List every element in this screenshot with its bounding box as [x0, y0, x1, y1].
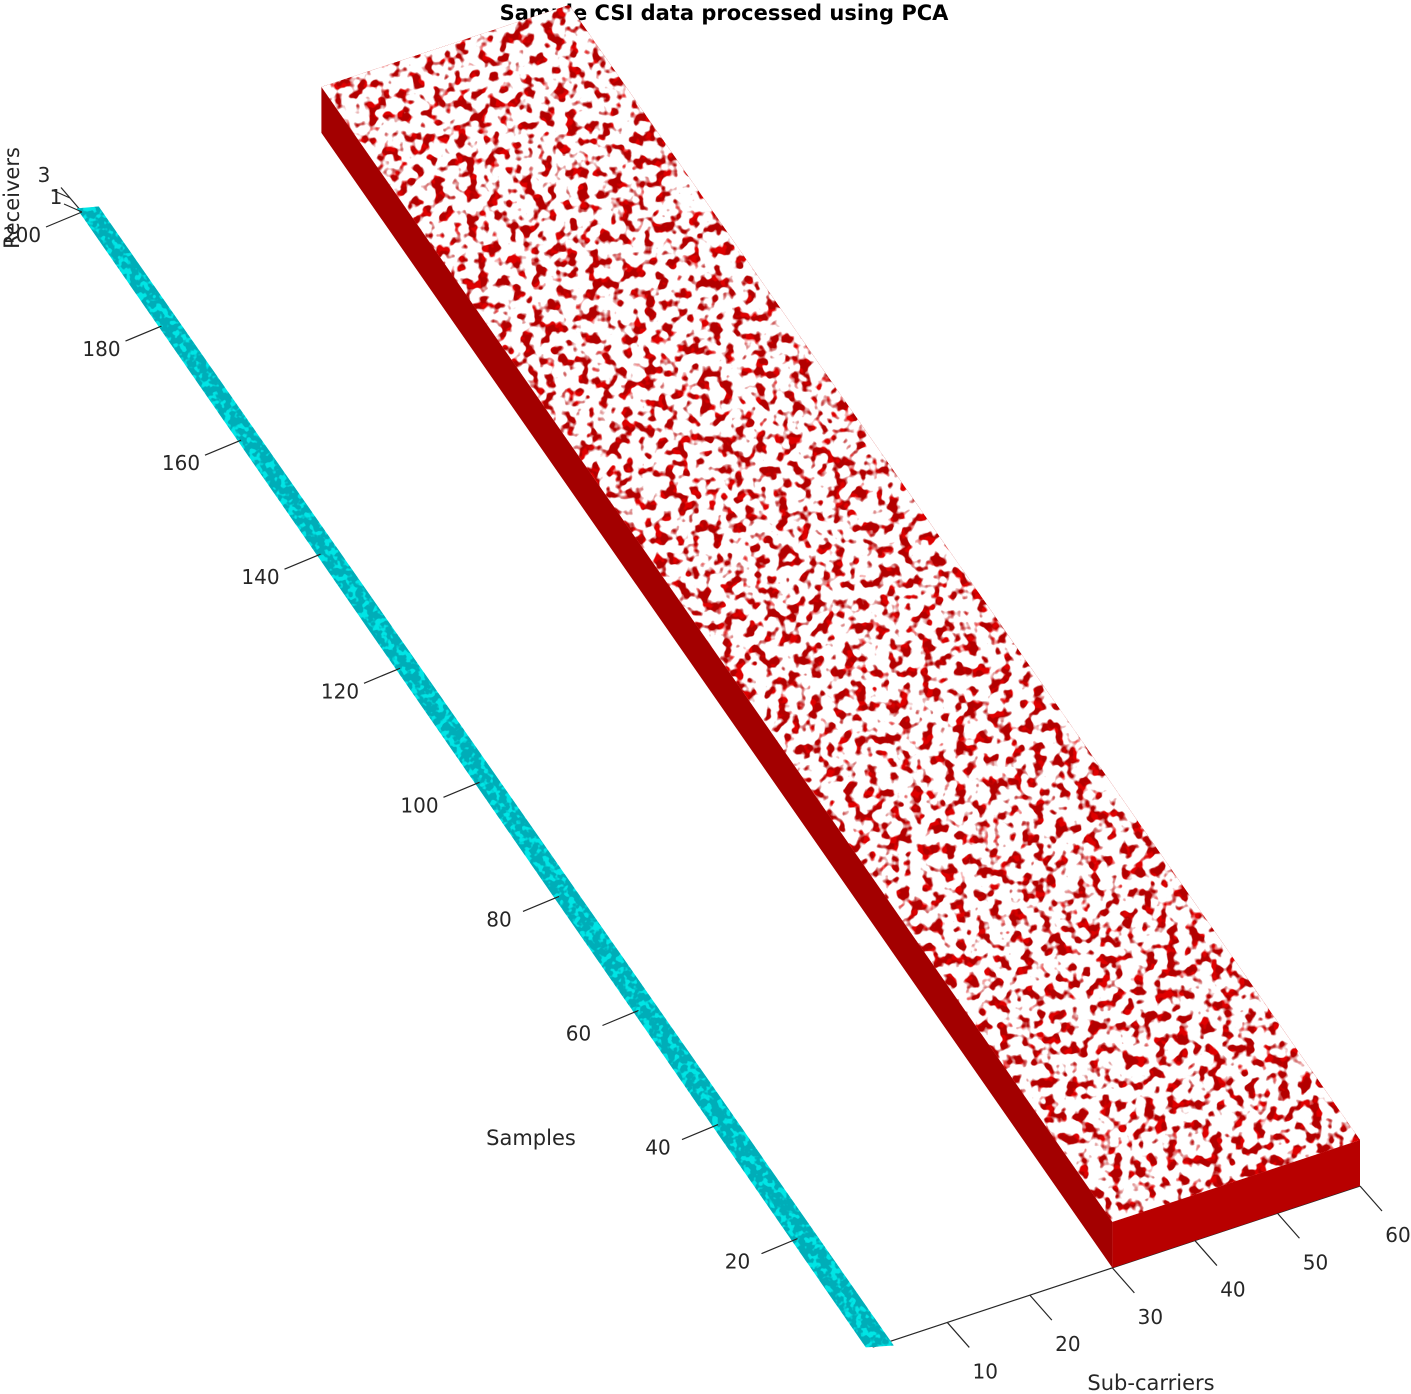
samples-tick-80	[522, 895, 560, 912]
receivers-tick-label-1: 1	[50, 185, 63, 209]
samples-tick-label-40: 40	[645, 1136, 670, 1160]
samples-tick-120	[363, 667, 401, 684]
receivers-axis-line	[60, 187, 83, 213]
samples-tick-60	[602, 1009, 639, 1027]
series-2-holes	[321, 5, 1360, 1222]
samples-tick-label-140: 140	[241, 565, 279, 589]
subcarriers-tick-label-30: 30	[1138, 1305, 1163, 1329]
series-2-front	[1112, 1140, 1360, 1268]
subcarriers-tick-10	[946, 1322, 970, 1348]
subcarriers-tick-label-10: 10	[973, 1359, 998, 1383]
receivers-tick-1	[63, 203, 83, 213]
samples-tick-label-20: 20	[725, 1250, 750, 1274]
x-axis-label-subcarriers: Sub-carriers	[1087, 1371, 1214, 1394]
series-2-side	[321, 86, 1113, 1268]
samples-tick-label-100: 100	[400, 793, 438, 817]
series-1-shading	[76, 206, 894, 1348]
tick-layer: 20 40 60 80 100 120 140 160 180 200 10 20 30 40 50 60 13	[3, 163, 1411, 1383]
samples-tick-label-80: 80	[486, 907, 511, 931]
receivers-tick-3	[51, 189, 71, 199]
z-axis-label-receivers: Receivers	[0, 147, 24, 249]
samples-tick-180	[125, 325, 162, 342]
samples-tick-100	[443, 781, 480, 798]
subcarriers-tick-label-40: 40	[1220, 1278, 1245, 1302]
receivers-tick-label-3: 3	[38, 163, 51, 187]
subcarriers-tick-50	[1277, 1212, 1300, 1239]
series-layer	[76, 5, 1360, 1348]
subcarriers-tick-label-50: 50	[1303, 1250, 1328, 1274]
samples-tick-200	[45, 211, 83, 228]
samples-tick-160	[204, 439, 242, 456]
series-1-surface	[76, 206, 894, 1348]
samples-tick-40	[681, 1124, 719, 1141]
subcarriers-tick-30	[1111, 1267, 1135, 1294]
subcarriers-tick-60	[1359, 1185, 1383, 1212]
series-2-surface	[321, 5, 1360, 1268]
samples-tick-label-160: 160	[162, 451, 200, 475]
x-axis-label-samples: Samples	[486, 1126, 576, 1150]
samples-tick-label-180: 180	[82, 337, 120, 361]
samples-tick-140	[284, 553, 321, 570]
samples-tick-20	[761, 1238, 798, 1255]
subcarriers-tick-20	[1029, 1294, 1053, 1321]
samples-tick-label-120: 120	[321, 679, 359, 703]
subcarriers-tick-40	[1194, 1240, 1218, 1266]
subcarriers-tick-label-20: 20	[1055, 1332, 1080, 1356]
samples-tick-label-60: 60	[566, 1021, 591, 1045]
samples-tick-label-200: 200	[3, 223, 41, 247]
subcarriers-tick-label-60: 60	[1385, 1223, 1410, 1247]
